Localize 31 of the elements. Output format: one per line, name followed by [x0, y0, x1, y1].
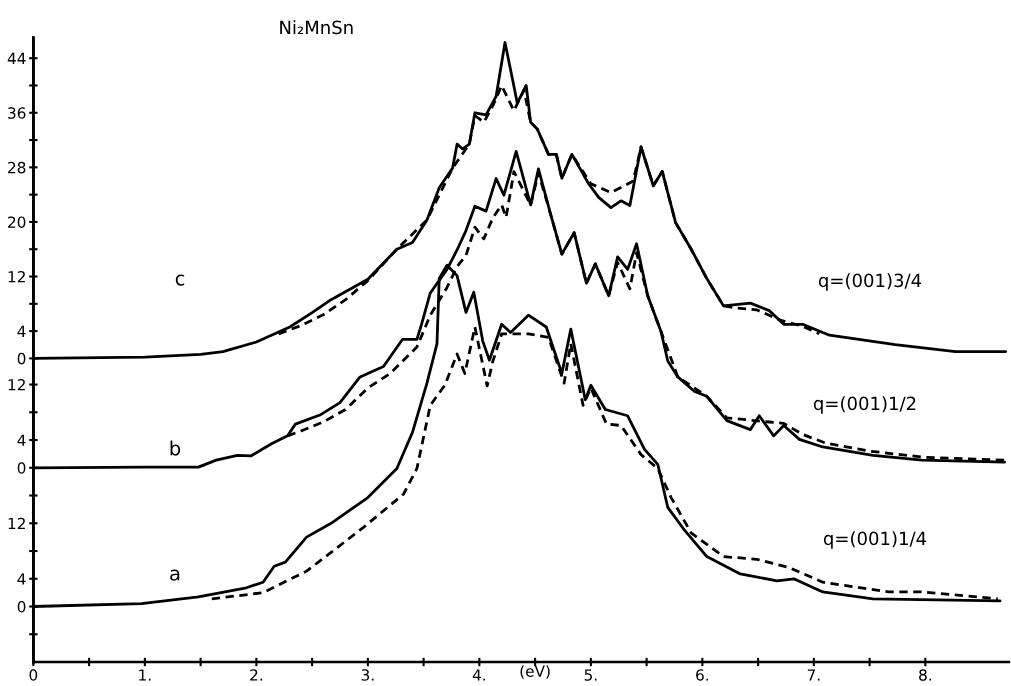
y-tick-label: 0 [17, 600, 26, 613]
y-tick-label: 28 [8, 161, 26, 174]
chart-title: Ni₂MnSn [280, 20, 353, 35]
annotation: q=(001)1/2 [813, 396, 916, 414]
y-tick-label: 12 [8, 270, 25, 283]
y-tick-label: 44 [7, 52, 26, 64]
y-tick-label: 4 [17, 325, 26, 337]
line-series [277, 84, 821, 336]
annotation: q=(001)1/4 [823, 531, 927, 549]
x-tick-label: 2. [250, 669, 262, 681]
x-tick-label: 3. [361, 669, 374, 681]
annotation: b [170, 440, 181, 456]
x-tick-label: 0 [29, 669, 38, 681]
y-tick-label: 12 [8, 379, 25, 391]
y-tick-label: 12 [8, 517, 25, 530]
y-tick-label: 0 [17, 462, 26, 474]
x-tick-label: 1. [139, 669, 151, 681]
annotation: q=(001)3/4 [818, 273, 922, 291]
y-tick-label: 0 [17, 352, 26, 365]
x-tick-label: 7. [807, 669, 820, 681]
y-tick-label: 36 [8, 107, 26, 119]
annotation: a [170, 569, 180, 581]
x-tick-label: 8. [919, 669, 931, 681]
y-tick-label: 4 [17, 434, 26, 446]
x-axis-title: (eV) [520, 665, 550, 679]
y-tick-label: 4 [17, 573, 26, 585]
annotation: c [175, 274, 185, 286]
x-tick-label: 5. [584, 669, 597, 681]
x-tick-label: 4. [472, 669, 485, 681]
x-tick-label: 6. [696, 669, 708, 681]
y-tick-label: 20 [8, 216, 26, 228]
